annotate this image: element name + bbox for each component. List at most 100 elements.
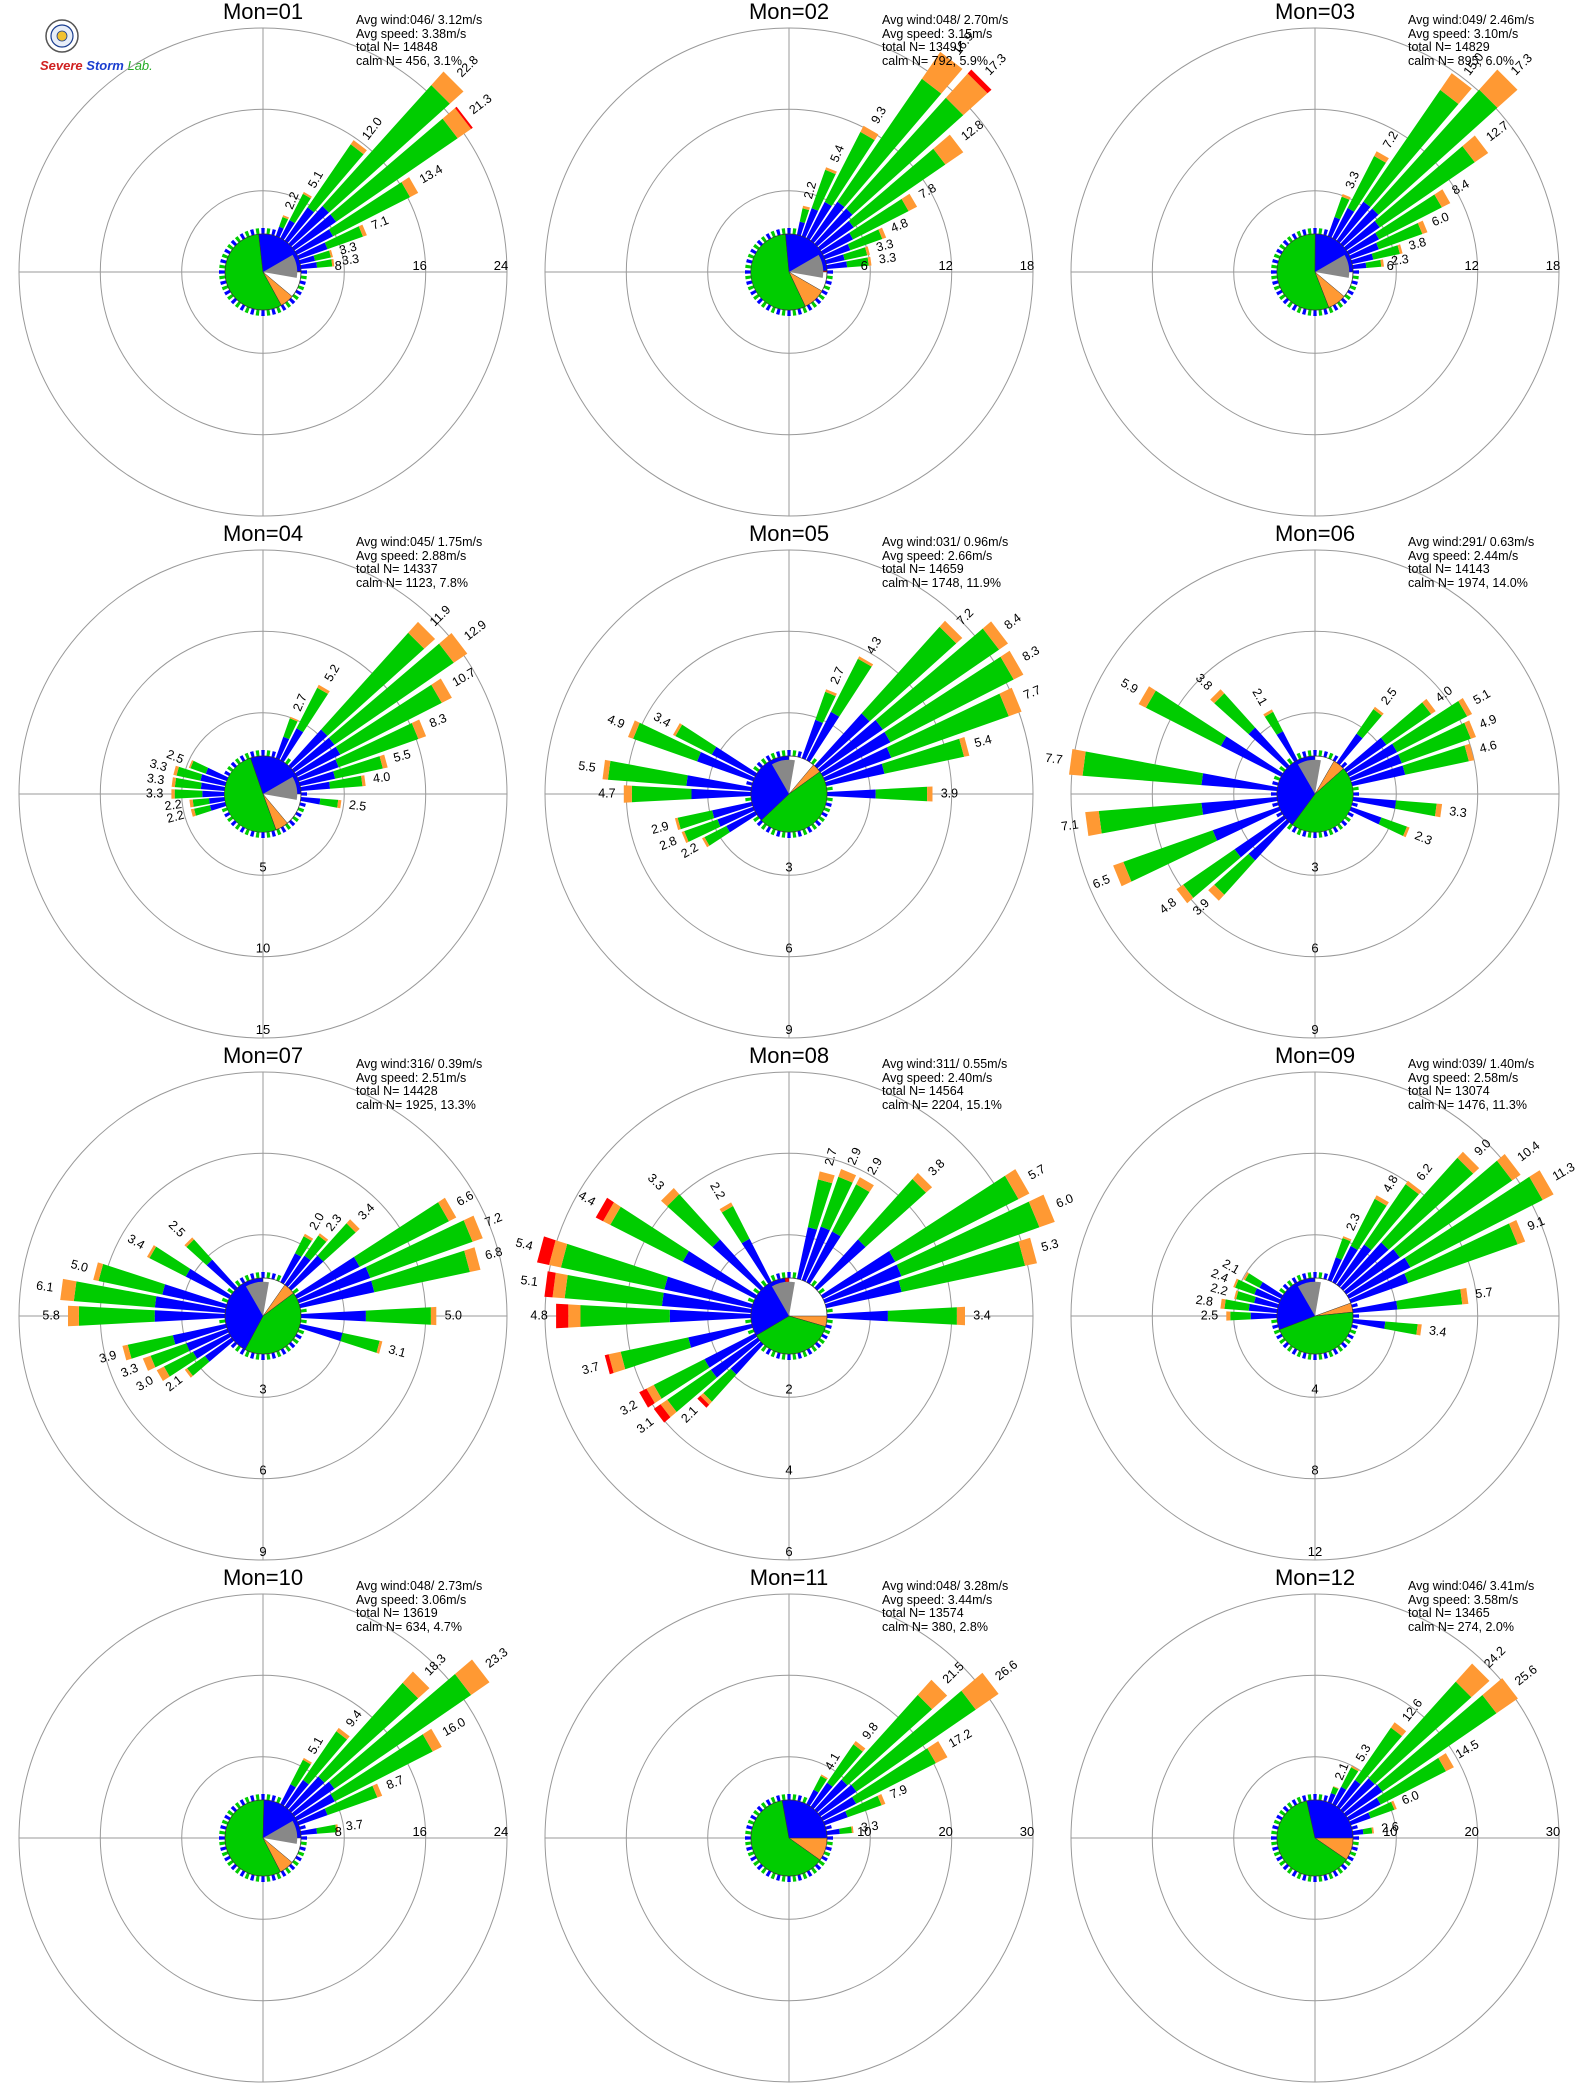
speed-bin-2 [290,1759,311,1788]
bar-value-label: 6.0 [1054,1191,1075,1211]
speed-bin-1 [280,1253,302,1285]
speed-bin-2 [163,1351,197,1377]
speed-bin-2 [1145,690,1227,746]
bar-value-label: 2.0 [306,1210,327,1232]
speed-bin-3 [1464,720,1476,739]
ring-label: 10 [857,1824,871,1839]
bar-value-label: 7.2 [483,1210,504,1230]
bar-value-label: 3.3 [1343,169,1363,190]
minor-direction-tick [221,285,229,291]
minor-direction-tick [770,828,776,836]
minor-direction-tick [230,239,238,247]
minor-direction-tick [1271,1830,1278,1835]
minor-direction-tick [797,1352,802,1359]
bar-value-label: 2.2 [165,808,185,826]
direction-bar [1352,1288,1469,1313]
speed-bin-1 [817,720,883,773]
minor-direction-tick [1318,831,1323,838]
speed-bin-2 [884,656,1014,743]
minor-direction-tick [1279,294,1286,301]
speed-bin-2 [1374,146,1475,228]
bar-value-label: 3.3 [146,786,163,800]
minor-direction-tick [1353,792,1359,796]
bar-value-label: 5.0 [69,1257,89,1275]
minor-direction-tick [1313,228,1317,234]
direction-bar [288,621,436,769]
speed-bin-2 [845,1795,882,1818]
speed-bin-3 [646,1384,662,1404]
calm-sector [1297,1281,1321,1316]
panel-stats: Avg wind:048/ 2.73m/s Avg speed: 3.06m/s t… [356,1579,482,1634]
speed-bin-1 [712,801,753,819]
minor-direction-tick [220,1825,227,1830]
minor-direction-tick [770,306,776,314]
minor-direction-tick [266,750,271,757]
speed-bin-2 [1371,245,1400,260]
minor-direction-tick [792,1272,797,1279]
direction-bar [284,140,367,244]
panel-title: Mon=03 [1274,0,1356,24]
direction-bar [1343,1154,1521,1295]
stat-line: calm N= 1974, 14.0% [1408,575,1528,590]
minor-direction-tick [266,1794,271,1801]
speed-bin-3 [956,1306,965,1326]
minor-direction-tick [811,301,818,308]
minor-direction-tick [792,1875,797,1882]
minor-direction-tick [301,1836,307,1840]
minor-direction-tick [234,1802,241,1809]
bar-value-label: 3.3 [860,1819,879,1835]
minor-direction-tick [1279,1860,1286,1867]
windrose-plot: 2.25.49.316.917.312.87.84.83.33.36 12 18 [544,27,1034,517]
windrose-plot: 5.19.418.3 23.316.08.73.78 16 24 [18,1593,511,2083]
windrose-panel: 2.7 4.3 7.2 8.4 8.3 7.7 5.4 3.9 3.4 4.9 5.5 4.7 2.9 2… [526,522,1052,1044]
minor-direction-tick [802,1872,808,1880]
center-pie-slice [761,771,828,833]
speed-bin-1 [814,1239,866,1291]
minor-direction-tick [1351,1825,1358,1830]
logo-word-storm: Storm [86,58,124,73]
minor-direction-tick [826,275,833,280]
direction-bar [806,656,874,763]
bar-value-label: 3.7 [580,1359,600,1377]
speed-bin-3 [190,808,196,817]
bar-value-label: 9.1 [1525,1214,1546,1234]
minor-direction-tick [1273,1819,1281,1825]
speed-bin-2 [1334,196,1350,220]
speed-bin-2 [150,1343,190,1368]
speed-bin-2 [896,1201,1040,1277]
direction-bar [823,687,1022,782]
panel-stats: Avg wind:048/ 3.28m/s Avg speed: 3.44m/s t… [882,1579,1008,1634]
minor-direction-tick [1351,1303,1358,1308]
minor-direction-tick [297,807,305,813]
minor-direction-tick [1323,308,1328,315]
bar-value-label: 5.4 [973,732,993,750]
speed-bin-3 [802,205,810,211]
minor-direction-tick [745,270,751,274]
minor-direction-tick [753,816,760,823]
bar-value-label: 7.1 [1060,817,1079,833]
minor-direction-tick [244,1796,250,1804]
stat-line: Avg speed: 2.58m/s [1408,1070,1519,1085]
minor-direction-tick [792,1794,797,1801]
minor-direction-tick [765,233,772,240]
bar-value-label: 9.4 [343,1707,365,1729]
bar-value-label: 2.5 [1201,1308,1218,1322]
speed-bin-1 [300,781,331,791]
windrose-plot: 2.02.3 3.46.67.26.85.03.12.53.45.06.15.83… [18,1071,508,1561]
direction-bar [1346,1170,1554,1299]
stat-line: Avg wind:311/ 0.55m/s [882,1057,1008,1071]
speed-bin-3 [302,191,312,199]
minor-direction-tick [1273,285,1281,291]
bar-value-label: 3.3 [119,1361,140,1381]
minor-direction-tick [1272,280,1279,285]
minor-direction-tick [1302,830,1307,837]
bar-value-label: 2.9 [650,819,670,837]
speed-bin-3 [1371,1827,1374,1834]
speed-bin-3 [878,227,887,239]
speed-bin-3 [660,1399,677,1418]
bar-value-label: 2.3 [1343,1211,1363,1232]
speed-bin-2 [848,148,946,228]
speed-bin-2 [852,1748,936,1804]
minor-direction-tick [806,1870,813,1877]
minor-direction-tick [297,285,305,291]
